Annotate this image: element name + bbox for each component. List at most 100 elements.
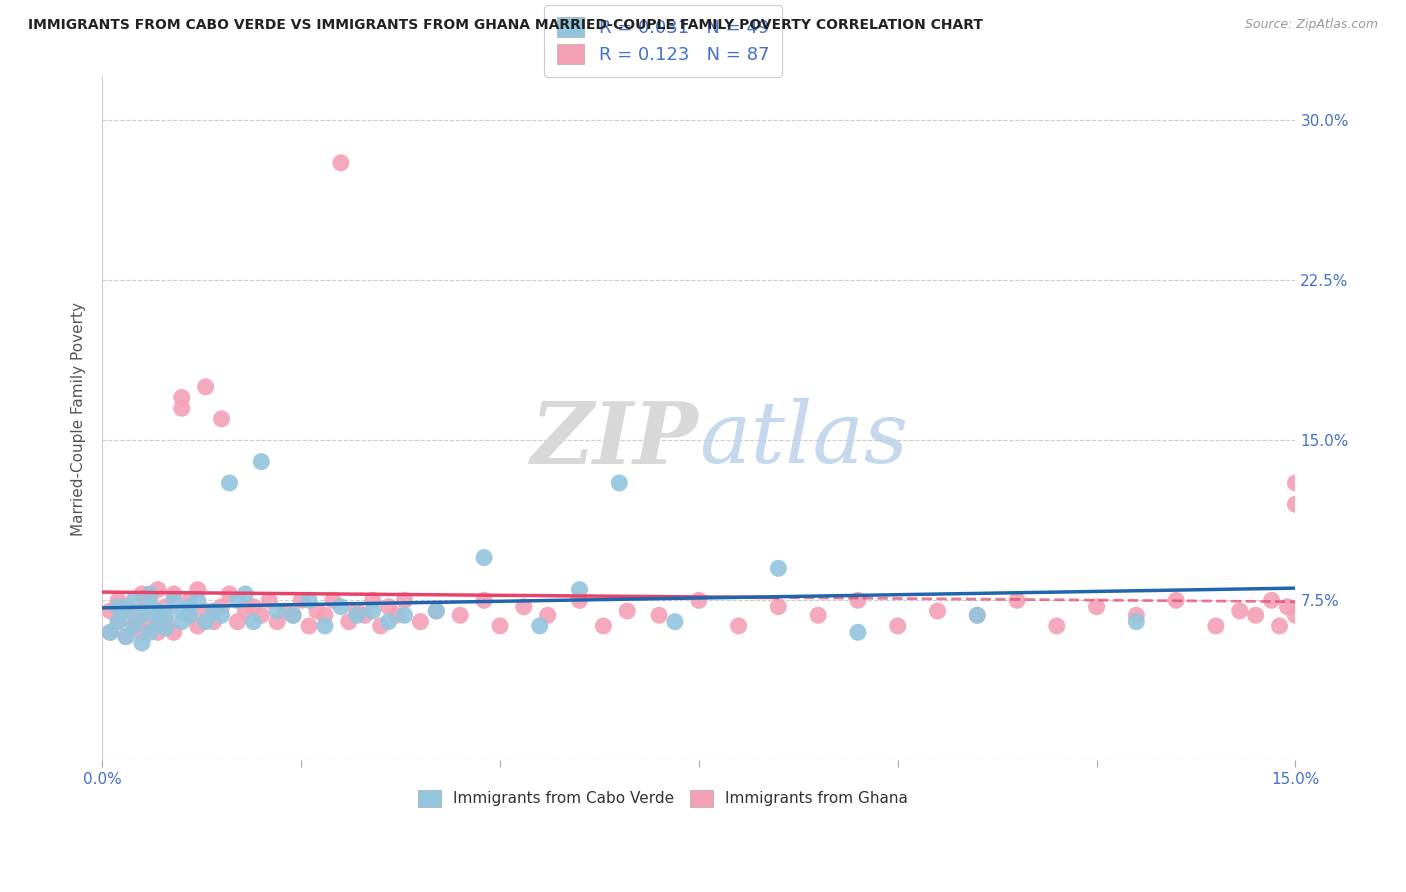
Point: [329, 599, 352, 614]
Point: [314, 619, 336, 633]
Point: [179, 599, 201, 614]
Text: atlas: atlas: [699, 398, 908, 481]
Point: [179, 608, 201, 623]
Point: [322, 593, 344, 607]
Point: [966, 608, 988, 623]
Point: [218, 587, 240, 601]
Point: [807, 608, 830, 623]
Point: [131, 608, 153, 623]
Point: [122, 619, 145, 633]
Point: [139, 599, 162, 614]
Point: [163, 587, 186, 601]
Point: [131, 587, 153, 601]
Point: [266, 615, 288, 629]
Point: [122, 593, 145, 607]
Point: [218, 475, 240, 490]
Point: [146, 615, 169, 629]
Legend: Immigrants from Cabo Verde, Immigrants from Ghana: Immigrants from Cabo Verde, Immigrants f…: [411, 782, 915, 814]
Point: [281, 608, 304, 623]
Point: [115, 630, 138, 644]
Point: [425, 604, 447, 618]
Point: [664, 615, 686, 629]
Point: [1260, 593, 1282, 607]
Point: [846, 625, 869, 640]
Point: [259, 593, 281, 607]
Point: [107, 599, 129, 614]
Point: [607, 475, 630, 490]
Point: [146, 604, 169, 618]
Text: Source: ZipAtlas.com: Source: ZipAtlas.com: [1244, 18, 1378, 31]
Point: [1125, 615, 1147, 629]
Point: [235, 604, 257, 618]
Point: [361, 593, 384, 607]
Point: [1085, 599, 1108, 614]
Point: [226, 593, 249, 607]
Point: [170, 391, 193, 405]
Point: [394, 593, 416, 607]
Point: [155, 621, 177, 635]
Point: [425, 604, 447, 618]
Point: [529, 619, 551, 633]
Point: [266, 604, 288, 618]
Point: [385, 608, 408, 623]
Point: [146, 608, 169, 623]
Point: [139, 593, 162, 607]
Point: [242, 599, 264, 614]
Point: [1166, 593, 1188, 607]
Point: [768, 561, 790, 575]
Point: [377, 615, 399, 629]
Point: [146, 625, 169, 640]
Point: [1284, 497, 1306, 511]
Point: [187, 582, 209, 597]
Point: [1005, 593, 1028, 607]
Point: [305, 604, 328, 618]
Point: [409, 615, 432, 629]
Point: [927, 604, 949, 618]
Point: [202, 604, 225, 618]
Point: [170, 604, 193, 618]
Point: [202, 615, 225, 629]
Point: [211, 608, 233, 623]
Point: [1284, 608, 1306, 623]
Point: [394, 608, 416, 623]
Point: [361, 604, 384, 618]
Point: [194, 615, 217, 629]
Point: [1277, 599, 1299, 614]
Point: [107, 593, 129, 607]
Point: [115, 599, 138, 614]
Point: [298, 619, 321, 633]
Point: [179, 608, 201, 623]
Point: [513, 599, 536, 614]
Point: [1205, 619, 1227, 633]
Point: [370, 619, 392, 633]
Point: [131, 636, 153, 650]
Point: [226, 615, 249, 629]
Point: [250, 454, 273, 468]
Point: [1244, 608, 1267, 623]
Point: [155, 608, 177, 623]
Point: [235, 587, 257, 601]
Point: [107, 615, 129, 629]
Point: [98, 625, 121, 640]
Point: [187, 593, 209, 607]
Point: [329, 156, 352, 170]
Point: [377, 599, 399, 614]
Point: [298, 593, 321, 607]
Point: [170, 401, 193, 416]
Point: [131, 604, 153, 618]
Point: [211, 599, 233, 614]
Point: [290, 593, 312, 607]
Point: [122, 619, 145, 633]
Point: [537, 608, 560, 623]
Point: [1125, 608, 1147, 623]
Point: [146, 582, 169, 597]
Point: [187, 619, 209, 633]
Point: [131, 625, 153, 640]
Point: [449, 608, 471, 623]
Point: [242, 615, 264, 629]
Point: [211, 412, 233, 426]
Point: [274, 604, 297, 618]
Point: [966, 608, 988, 623]
Point: [98, 604, 121, 618]
Point: [688, 593, 710, 607]
